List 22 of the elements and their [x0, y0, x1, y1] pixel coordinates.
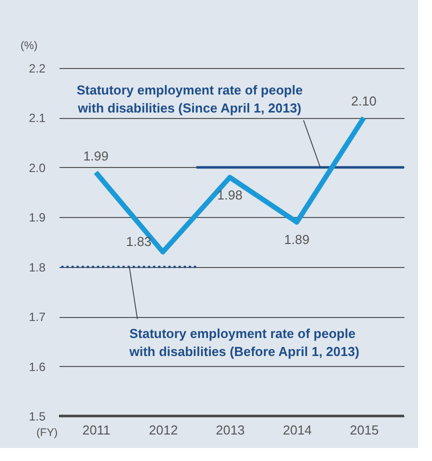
y-axis-title: (%) [20, 40, 38, 52]
data-label: 2.10 [351, 94, 376, 109]
x-tick-label: 2012 [148, 422, 178, 438]
x-tick-label: 2013 [216, 422, 245, 438]
y-tick-label: 1.8 [28, 260, 46, 274]
data-label: 1.83 [126, 234, 152, 249]
x-axis-title: (FY) [36, 427, 58, 439]
y-tick-label: 1.5 [28, 410, 46, 424]
y-tick-label: 1.7 [28, 310, 46, 324]
y-tick-label: 1.6 [28, 360, 46, 374]
data-label: 1.89 [284, 232, 310, 248]
ref-line-label: Statutory employment rate of people with disabilities (Since April 1, 2013) [76, 82, 303, 116]
y-tick-label: 2.0 [28, 160, 46, 175]
data-label: 1.98 [217, 187, 242, 202]
x-tick-label: 2011 [82, 422, 110, 438]
data-label: 1.99 [83, 148, 108, 164]
y-tick-label: 2.1 [28, 111, 46, 126]
y-tick-label: 1.9 [28, 210, 46, 225]
x-tick-label: 2014 [282, 422, 312, 438]
x-tick-label: 2015 [350, 422, 379, 438]
y-tick-label: 2.2 [28, 62, 46, 76]
ref-line-label: Statutory employment rate of people with disabilities (Before April 1, 2013) [128, 326, 360, 359]
